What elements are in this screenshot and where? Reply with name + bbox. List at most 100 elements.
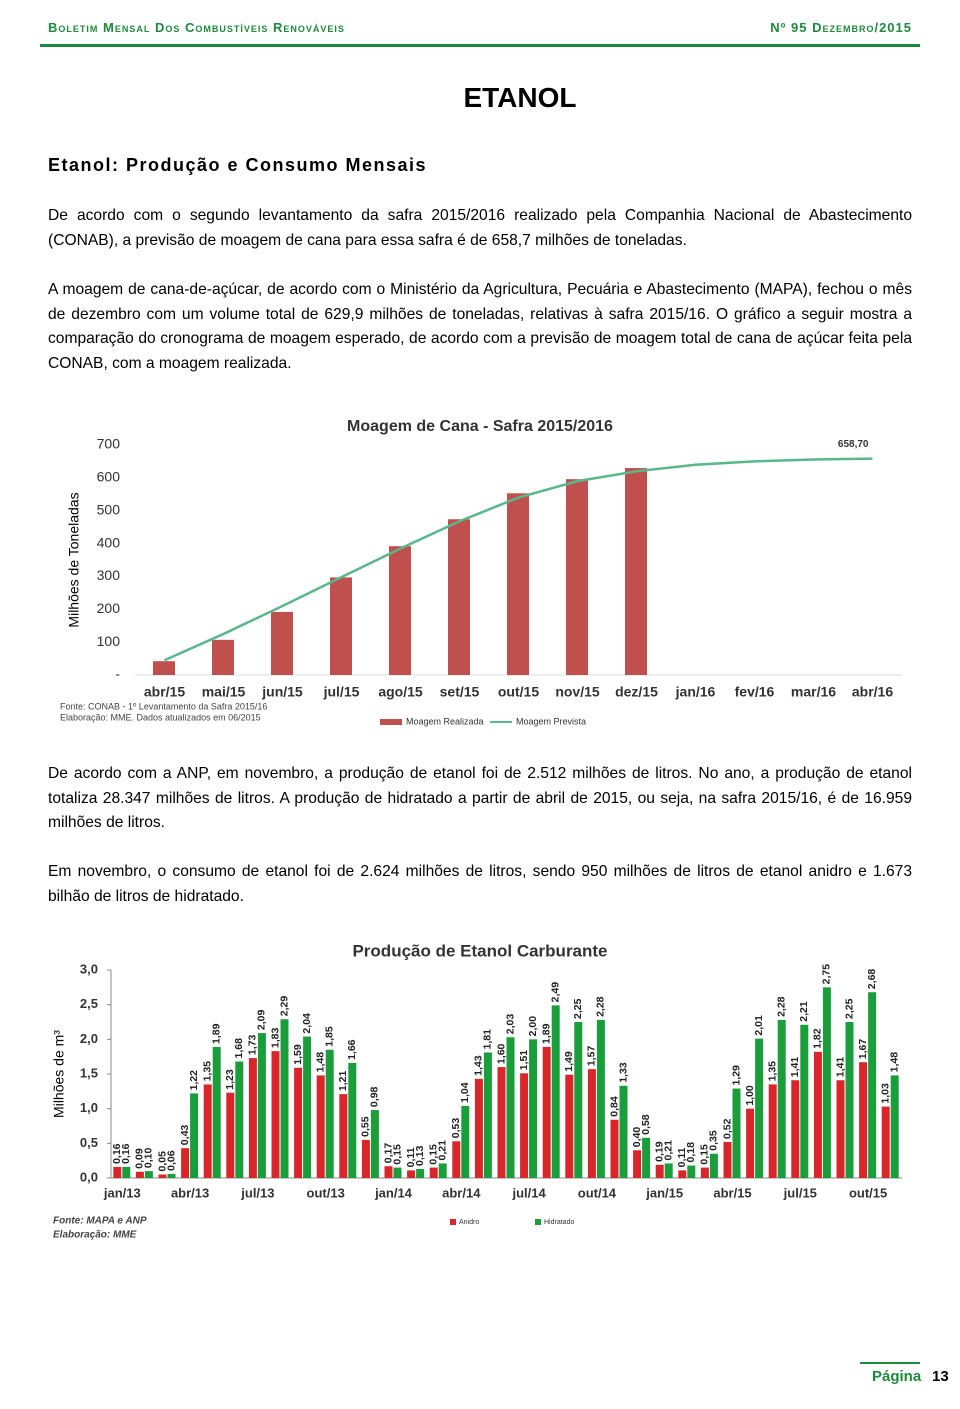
bar xyxy=(678,1170,687,1178)
data-label: 0,15 xyxy=(699,1144,711,1165)
y-tick-label: 2,0 xyxy=(80,1031,98,1046)
bar xyxy=(633,1150,642,1178)
data-label: 0,06 xyxy=(165,1150,177,1171)
data-label: 0,16 xyxy=(120,1143,132,1164)
data-label: 2,09 xyxy=(256,1009,268,1030)
y-axis-label: Milhões de Toneladas xyxy=(66,492,82,627)
bar xyxy=(497,1067,506,1178)
bar xyxy=(700,1167,709,1178)
x-tick-label: abr/15 xyxy=(144,684,185,700)
bar xyxy=(144,1171,153,1178)
data-label: 0,17 xyxy=(382,1143,394,1164)
data-label: 0,16 xyxy=(111,1143,123,1164)
bar xyxy=(813,1051,822,1178)
y-tick-label: 200 xyxy=(97,600,121,616)
data-label: 2,75 xyxy=(821,964,833,985)
footer-label: Página xyxy=(872,1368,922,1385)
data-label: 2,68 xyxy=(866,969,878,990)
bar xyxy=(203,1084,212,1178)
header-issue: Nº 95 Dezembro/2015 xyxy=(770,20,912,35)
data-label: 0,19 xyxy=(653,1141,665,1162)
x-tick-label: out/13 xyxy=(307,1185,345,1200)
bar xyxy=(389,546,411,675)
bar xyxy=(655,1164,664,1178)
bar xyxy=(294,1067,303,1178)
source-note: Elaboração: MME. Dados atualizados em 06… xyxy=(60,712,261,722)
data-label: 0,15 xyxy=(427,1144,439,1165)
header-title: Boletim Mensal Dos Combustíveis Renováve… xyxy=(48,20,345,35)
bar xyxy=(212,1046,221,1178)
data-label: 1,68 xyxy=(233,1038,245,1059)
data-label: 1,85 xyxy=(323,1026,335,1047)
data-label: 1,51 xyxy=(518,1050,530,1071)
bar xyxy=(596,1019,605,1178)
section-title: ETANOL xyxy=(463,82,577,113)
line xyxy=(163,457,873,662)
bar xyxy=(723,1141,732,1178)
bar xyxy=(122,1166,131,1178)
bar xyxy=(687,1165,696,1178)
x-tick-label: jan/14 xyxy=(374,1185,413,1200)
bar xyxy=(226,1092,235,1178)
bar xyxy=(859,1062,868,1178)
paragraph: De acordo com a ANP, em novembro, a prod… xyxy=(48,765,912,831)
x-tick-label: abr/13 xyxy=(171,1185,209,1200)
bar xyxy=(248,1058,257,1178)
data-label: 0,09 xyxy=(134,1148,146,1169)
data-label: 0,58 xyxy=(640,1114,652,1135)
data-label: 1,49 xyxy=(563,1051,575,1072)
bar xyxy=(212,639,234,675)
bar xyxy=(890,1075,899,1178)
y-tick-label: 0,0 xyxy=(80,1169,98,1184)
data-label: 1,23 xyxy=(224,1069,236,1090)
page-number: 13 xyxy=(932,1368,949,1385)
data-label: 0,52 xyxy=(721,1118,733,1139)
bar xyxy=(452,1141,461,1178)
bar xyxy=(181,1148,190,1178)
bar xyxy=(868,992,877,1178)
bar xyxy=(316,1075,325,1178)
data-label: 0,10 xyxy=(143,1147,155,1168)
y-axis-label: Milhões de m³ xyxy=(51,1030,67,1118)
bar xyxy=(777,1019,786,1178)
bar xyxy=(881,1106,890,1178)
bar xyxy=(625,468,647,675)
data-label: 1,03 xyxy=(879,1083,891,1104)
x-tick-label: dez/15 xyxy=(615,684,658,700)
data-label: 2,28 xyxy=(595,996,607,1017)
bar xyxy=(664,1163,673,1178)
data-label: 1,60 xyxy=(495,1043,507,1064)
x-tick-label: jan/13 xyxy=(103,1185,141,1200)
data-label: 1,21 xyxy=(337,1071,349,1092)
header-rule xyxy=(40,44,920,47)
bar xyxy=(330,577,352,675)
bar xyxy=(407,1170,416,1178)
x-tick-label: set/15 xyxy=(440,684,480,700)
data-label: 0,55 xyxy=(360,1116,372,1137)
x-tick-label: jul/13 xyxy=(240,1185,274,1200)
bar xyxy=(384,1166,393,1178)
data-label: 1,83 xyxy=(269,1028,281,1049)
x-tick-label: abr/14 xyxy=(442,1185,481,1200)
bar xyxy=(836,1080,845,1178)
data-label: 0,53 xyxy=(450,1118,462,1139)
bar xyxy=(303,1036,312,1178)
data-label: 1,57 xyxy=(586,1046,598,1067)
data-label: 1,48 xyxy=(888,1052,900,1073)
data-label: 2,00 xyxy=(527,1016,539,1037)
bar xyxy=(551,1005,560,1178)
data-label: 0,98 xyxy=(369,1086,381,1107)
bar xyxy=(361,1139,370,1178)
bar xyxy=(483,1052,492,1178)
data-label: 0,15 xyxy=(391,1144,403,1165)
data-label: 1,00 xyxy=(744,1085,756,1106)
chart-title: Moagem de Cana - Safra 2015/2016 xyxy=(347,418,613,435)
bar xyxy=(529,1039,538,1178)
data-label: 1,43 xyxy=(473,1055,485,1076)
data-label: 0,21 xyxy=(436,1140,448,1161)
y-tick-label: 700 xyxy=(97,436,121,452)
bar xyxy=(506,1037,515,1178)
x-tick-label: mai/15 xyxy=(202,684,246,700)
data-label: 0,05 xyxy=(156,1151,168,1172)
